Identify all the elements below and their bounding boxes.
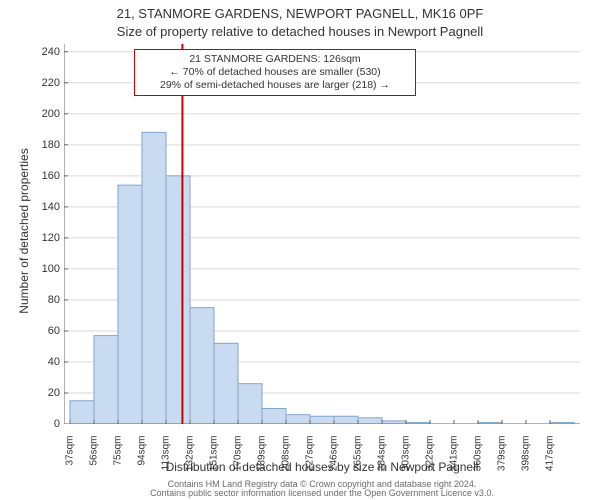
y-tick-label: 80 — [30, 294, 60, 306]
chart-title-address: 21, STANMORE GARDENS, NEWPORT PAGNELL, M… — [0, 6, 600, 21]
x-axis-label: Distribution of detached houses by size … — [64, 460, 580, 474]
plot-svg — [64, 44, 580, 424]
annotation-line-3: 29% of semi-detached houses are larger (… — [141, 79, 409, 92]
chart-container: 21, STANMORE GARDENS, NEWPORT PAGNELL, M… — [0, 0, 600, 500]
y-tick-label: 180 — [30, 139, 60, 151]
y-tick-label: 0 — [30, 418, 60, 430]
y-tick-label: 220 — [30, 77, 60, 89]
y-tick-label: 20 — [30, 387, 60, 399]
y-tick-label: 240 — [30, 46, 60, 58]
y-tick-label: 140 — [30, 201, 60, 213]
y-axis-label: Number of detached properties — [17, 41, 31, 421]
y-axis-label-container: Number of detached properties — [4, 44, 24, 424]
y-tick-label: 100 — [30, 263, 60, 275]
annotation-box: 21 STANMORE GARDENS: 126sqm ← 70% of det… — [134, 49, 416, 96]
annotation-line-2: ← 70% of detached houses are smaller (53… — [141, 66, 409, 79]
annotation-line-1: 21 STANMORE GARDENS: 126sqm — [141, 53, 409, 66]
chart-title-subtitle: Size of property relative to detached ho… — [0, 24, 600, 39]
plot-area: 21 STANMORE GARDENS: 126sqm ← 70% of det… — [64, 44, 580, 424]
y-tick-label: 120 — [30, 232, 60, 244]
y-tick-label: 60 — [30, 325, 60, 337]
footer-line-2: Contains public sector information licen… — [150, 488, 494, 498]
y-tick-label: 160 — [30, 170, 60, 182]
y-tick-label: 40 — [30, 356, 60, 368]
footer-attribution: Contains HM Land Registry data © Crown c… — [64, 480, 580, 499]
y-tick-label: 200 — [30, 108, 60, 120]
